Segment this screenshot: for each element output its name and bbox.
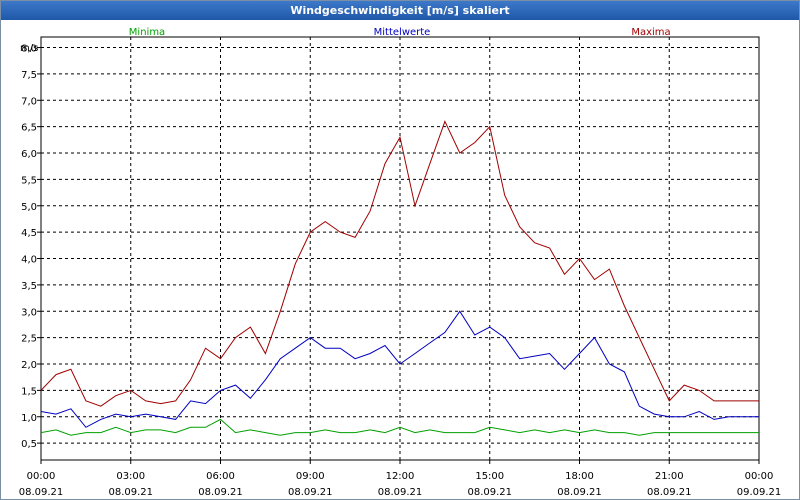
x-tick-time: 15:00 <box>475 471 504 482</box>
y-tick-label: 2,0 <box>21 360 37 371</box>
series-line-mittelwerte <box>40 310 759 428</box>
x-tick-time: 06:00 <box>206 471 235 482</box>
y-tick-label: 4,0 <box>21 255 37 266</box>
y-tick-label: 1,0 <box>21 413 37 424</box>
series-line-minima <box>40 418 759 436</box>
x-tick-time: 12:00 <box>386 471 415 482</box>
x-tick-date: 08.09.21 <box>19 487 64 498</box>
x-tick-date: 09.09.21 <box>737 487 782 498</box>
y-axis: 0,5 1,0 1,5 2,0 2,5 3,0 3,5 4,0 4,5 5,0 5,5 6,0 6,5 7… <box>21 44 41 450</box>
series-lines <box>40 120 759 436</box>
y-tick-label: 5,0 <box>21 202 37 213</box>
x-tick-time: 03:00 <box>116 471 145 482</box>
y-tick-label: 7,0 <box>21 96 37 107</box>
x-tick-time: 21:00 <box>655 471 684 482</box>
x-tick-date: 08.09.21 <box>467 487 512 498</box>
chart-title: Windgeschwindigkeit [m/s] skaliert <box>1 1 799 20</box>
legend: Minima Mittelwerte Maxima <box>129 27 671 38</box>
series-line-maxima <box>40 120 759 407</box>
x-tick-time: 00:00 <box>27 471 56 482</box>
y-tick-label: 2,5 <box>21 334 37 345</box>
y-tick-label: 5,5 <box>21 175 37 186</box>
legend-entry-maxima: Maxima <box>631 27 670 38</box>
y-tick-label: 3,0 <box>21 307 37 318</box>
x-tick-time: 00:00 <box>745 471 774 482</box>
y-tick-label: 4,5 <box>21 228 37 239</box>
y-tick-label: 7,5 <box>21 70 37 81</box>
legend-entry-minima: Minima <box>129 27 165 38</box>
x-tick-time: 18:00 <box>565 471 594 482</box>
y-axis-label: m/s <box>20 43 38 54</box>
y-tick-label: 0,5 <box>21 439 37 450</box>
x-tick-date: 08.09.21 <box>288 487 333 498</box>
x-tick-date: 08.09.21 <box>557 487 602 498</box>
x-tick-date: 08.09.21 <box>108 487 153 498</box>
y-tick-label: 1,5 <box>21 386 37 397</box>
legend-entry-mittelwerte: Mittelwerte <box>374 27 431 38</box>
x-axis: 00:00 08.09.21 03:00 08.09.21 06:00 08.09.21 0… <box>19 460 782 498</box>
y-tick-label: 3,5 <box>21 281 37 292</box>
grid-lines <box>41 37 759 460</box>
x-tick-time: 09:00 <box>296 471 325 482</box>
y-tick-label: 6,0 <box>21 149 37 160</box>
x-tick-date: 08.09.21 <box>378 487 423 498</box>
x-tick-date: 08.09.21 <box>647 487 692 498</box>
y-tick-label: 6,5 <box>21 123 37 134</box>
y-tick-label: 8,0 <box>21 44 37 55</box>
x-tick-date: 08.09.21 <box>198 487 243 498</box>
